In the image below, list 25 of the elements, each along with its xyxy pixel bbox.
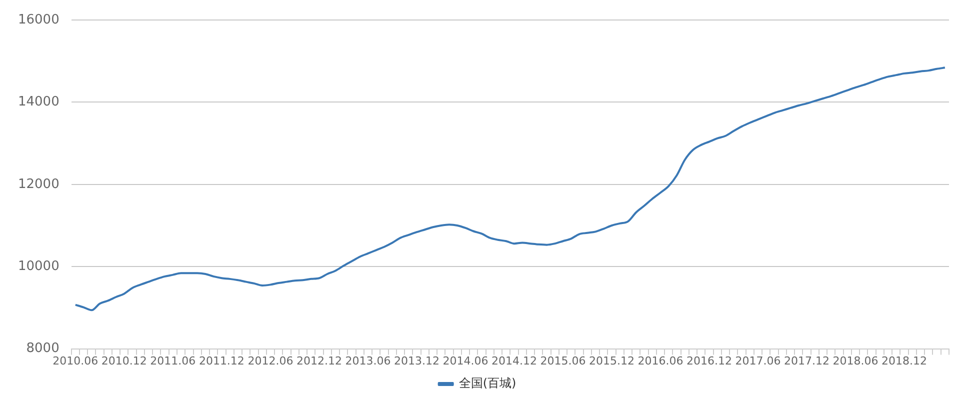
x-tick-label: 2013.06 <box>345 354 391 368</box>
x-tick-label: 2014.06 <box>442 354 488 368</box>
x-tick-label: 2014.12 <box>491 354 537 368</box>
legend-label: 全国(百城) <box>458 376 516 390</box>
y-tick-label: 12000 <box>18 176 60 192</box>
line-series <box>74 66 946 312</box>
x-tick-label: 2018.12 <box>882 354 928 368</box>
x-tick-label: 2017.12 <box>784 354 830 368</box>
x-tick-label: 2010.06 <box>52 354 98 368</box>
x-tick-label: 2011.12 <box>198 354 244 368</box>
y-tick-label: 16000 <box>18 12 60 28</box>
x-tick-label: 2012.12 <box>296 354 342 368</box>
x-tick-label: 2012.06 <box>248 354 294 368</box>
x-tick-label: 2015.12 <box>589 354 635 368</box>
x-tick-label: 2016.12 <box>686 354 732 368</box>
x-tick-label: 2015.06 <box>540 354 586 368</box>
y-tick-label: 8000 <box>26 341 60 356</box>
x-tick-label: 2018.06 <box>832 354 878 368</box>
x-tick-label: 2011.06 <box>150 354 196 368</box>
x-tick-label: 2016.06 <box>638 354 684 368</box>
x-tick-label: 2017.06 <box>735 354 781 368</box>
x-tick-label: 2010.12 <box>101 354 147 368</box>
x-tick-label: 2013.12 <box>394 354 440 368</box>
y-tick-label: 10000 <box>18 258 60 274</box>
y-tick-label: 14000 <box>18 94 60 110</box>
